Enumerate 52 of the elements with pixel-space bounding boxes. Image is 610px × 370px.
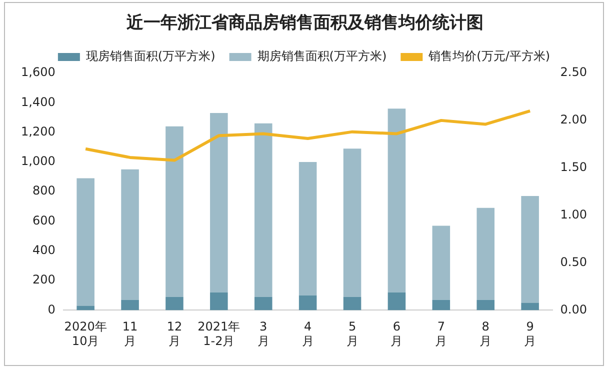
- x-tick-label: 3 月: [257, 320, 270, 348]
- y-tick-label: 1,200: [20, 124, 56, 138]
- bar: [254, 296, 272, 310]
- x-tick-label: 6 月: [390, 320, 403, 348]
- bar: [388, 108, 406, 292]
- y-tick-label: 0: [48, 302, 56, 316]
- y2-tick-label: 2.50: [560, 65, 587, 80]
- bar: [121, 169, 139, 300]
- bar: [476, 208, 494, 300]
- x-tick-label: 8 月: [480, 320, 492, 348]
- bar: [343, 296, 362, 310]
- legend-label: 期房销售面积(万平方米): [257, 49, 387, 64]
- bar: [254, 123, 272, 297]
- x-tick-label: 9 月: [524, 320, 536, 348]
- y-tick-label: 1,400: [20, 94, 56, 109]
- y-tick-label: 200: [32, 272, 56, 287]
- bar: [210, 113, 228, 292]
- y2-tick-label: 0.50: [560, 254, 587, 269]
- bar: [166, 296, 184, 310]
- x-tick-label: 12 月: [166, 320, 182, 348]
- bar: [166, 126, 184, 297]
- bar: [476, 300, 494, 310]
- bar: [76, 178, 94, 306]
- y2-tick-label: 0.00: [560, 302, 587, 316]
- y-tick-label: 600: [32, 213, 56, 228]
- y-tick-label: 400: [32, 243, 56, 258]
- y2-tick-label: 1.50: [560, 160, 587, 174]
- bar: [298, 295, 317, 310]
- bar: [298, 162, 317, 296]
- x-tick-label: 7 月: [435, 320, 448, 348]
- bar: [388, 292, 406, 310]
- x-tick-label: 2020年 10月: [64, 320, 107, 348]
- bar: [210, 292, 228, 310]
- y2-tick-label: 2.00: [560, 112, 587, 127]
- bar: [432, 300, 450, 310]
- x-tick-label: 5 月: [346, 320, 358, 348]
- legend-label: 现房销售面积(万平方米): [86, 49, 216, 64]
- chart-title: 近一年浙江省商品房销售面积及销售均价统计图: [126, 12, 484, 34]
- y-tick-label: 800: [32, 184, 56, 198]
- y2-tick-label: 1.00: [560, 207, 587, 222]
- bar: [343, 148, 362, 297]
- legend-label: 销售均价(万元/平方米): [428, 49, 550, 64]
- bar: [76, 306, 94, 310]
- bar: [432, 226, 450, 300]
- bar: [521, 302, 539, 310]
- x-tick-label: 2021年 1-2月: [198, 320, 240, 348]
- x-tick-label: 4 月: [302, 320, 314, 348]
- bar: [521, 196, 539, 303]
- bar: [121, 300, 139, 310]
- y-tick-label: 1,600: [20, 65, 56, 80]
- x-tick-label: 11 月: [122, 320, 138, 348]
- y-tick-label: 1,000: [20, 154, 56, 168]
